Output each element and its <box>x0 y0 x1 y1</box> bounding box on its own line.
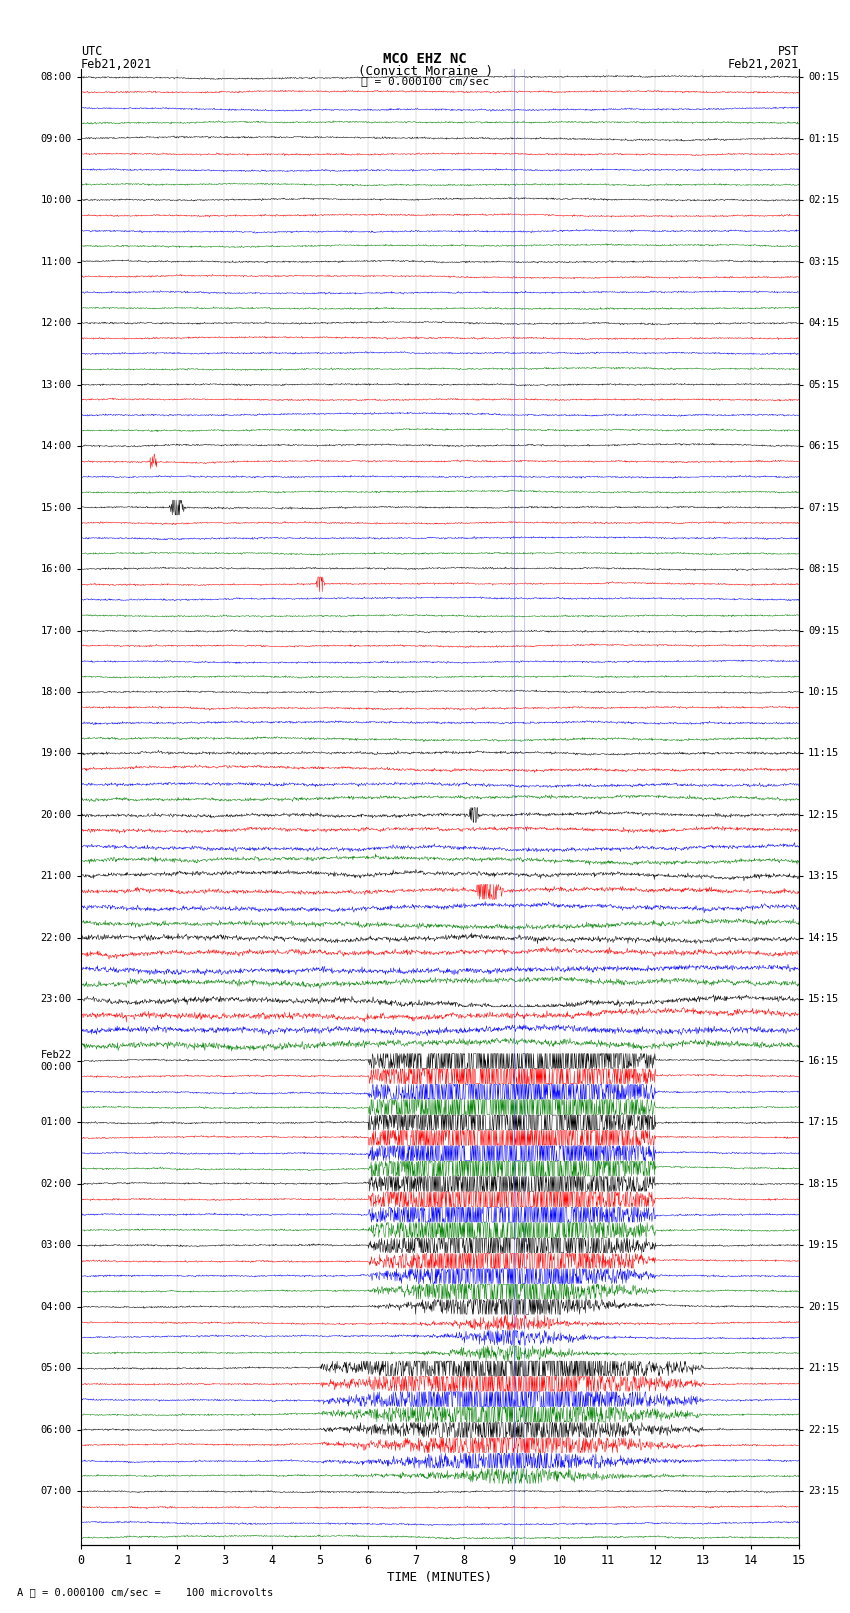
Text: MCO EHZ NC: MCO EHZ NC <box>383 52 467 66</box>
Text: Feb21,2021: Feb21,2021 <box>728 58 799 71</box>
Text: Feb21,2021: Feb21,2021 <box>81 58 152 71</box>
Text: A ⎴ = 0.000100 cm/sec =    100 microvolts: A ⎴ = 0.000100 cm/sec = 100 microvolts <box>17 1587 273 1597</box>
Text: ⎴ = 0.000100 cm/sec: ⎴ = 0.000100 cm/sec <box>361 76 489 85</box>
Text: PST: PST <box>778 45 799 58</box>
X-axis label: TIME (MINUTES): TIME (MINUTES) <box>388 1571 492 1584</box>
Text: (Convict Moraine ): (Convict Moraine ) <box>358 65 492 77</box>
Text: UTC: UTC <box>81 45 102 58</box>
